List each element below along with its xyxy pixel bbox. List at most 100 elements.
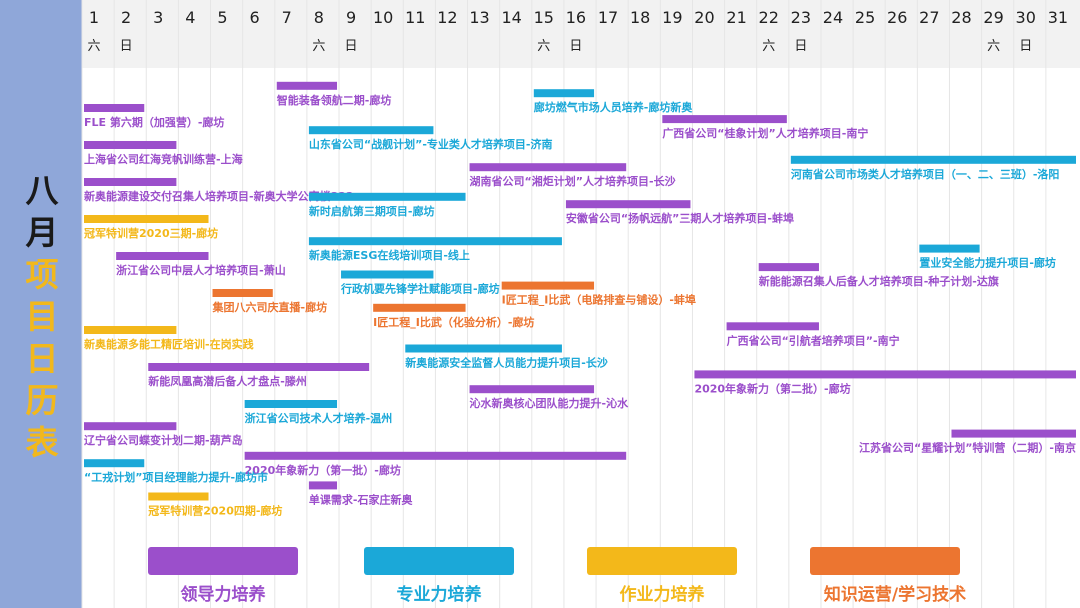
title-char: 月: [25, 213, 59, 252]
task-bar: [148, 492, 209, 501]
day-label: 24: [823, 8, 843, 27]
task-label: 冠军特训营2020四期-廊坊: [148, 504, 282, 518]
task-label: 安徽省公司“扬帆远航”三期人才培养项目-蚌埠: [566, 211, 794, 225]
header-band: [82, 0, 1080, 68]
weekday-label: 六: [537, 39, 550, 54]
task-bar: [84, 141, 177, 149]
task-label: 新能凤凰高潜后备人才盘点-滕州: [148, 374, 307, 388]
task-label: 2020年象新力（第二批）-廊坊: [694, 381, 850, 395]
day-label: 23: [791, 8, 811, 27]
day-label: 7: [282, 8, 292, 27]
weekday-label: 日: [569, 39, 582, 54]
task-label: 山东省公司“战舰计划”-专业类人才培养项目-济南: [309, 137, 553, 151]
title-char: 八: [25, 171, 59, 210]
task-label: 新奥能源多能工精匠培训-在岗实践: [84, 337, 254, 351]
task-bar: [919, 244, 980, 253]
task-bar: [790, 155, 1076, 164]
task-label: 广西省公司“桂象计划”人才培养项目-南宁: [662, 126, 868, 140]
title-char: 目: [25, 297, 59, 336]
task-bar: [276, 81, 338, 90]
day-label: 8: [314, 8, 324, 27]
day-label: 9: [346, 8, 356, 27]
task-bar: [84, 215, 209, 223]
title-char: 日: [25, 339, 59, 378]
day-label: 14: [501, 8, 521, 27]
day-label: 5: [217, 8, 227, 27]
page-title: 八 月 项 目 日 历 表: [22, 170, 62, 464]
day-label: 12: [437, 8, 457, 27]
legend-swatch-leadership: [148, 547, 298, 575]
task-bar: [244, 400, 338, 408]
task-bar: [694, 370, 1076, 379]
day-label: 20: [694, 8, 714, 27]
task-label: 新奥能源ESG在线培训项目-线上: [309, 248, 470, 262]
legend-swatch-knowledge: [810, 547, 960, 575]
task-label: FLE 第六期（加强营）-廊坊: [84, 115, 224, 129]
day-label: 1: [89, 8, 99, 27]
day-label: 11: [405, 8, 425, 27]
weekday-label: 六: [762, 39, 775, 54]
task-label: 新能能源召集人后备人才培养项目-种子计划-达旗: [759, 274, 999, 288]
day-label: 19: [662, 8, 682, 27]
title-char: 项: [25, 255, 59, 294]
task-label: 行政机要先锋学社赋能项目-廊坊: [340, 282, 500, 296]
task-label: 沁水新奥核心团队能力提升-沁水: [470, 396, 630, 410]
legend-label: 领导力培养: [180, 585, 266, 605]
task-bar: [308, 192, 466, 201]
day-label: 16: [566, 8, 586, 27]
day-label: 4: [185, 8, 195, 27]
task-label: 辽宁省公司蝶变计划二期-葫芦岛: [84, 433, 243, 447]
task-label: 广西省公司“引航者培养项目”-南宁: [727, 333, 900, 347]
task-bar: [84, 104, 145, 112]
task-bar: [84, 178, 177, 186]
task-bar: [501, 281, 595, 290]
legend-label: 作业力培养: [619, 585, 705, 605]
task-label: 置业安全能力提升项目-廊坊: [919, 256, 1056, 270]
day-label: 30: [1016, 8, 1036, 27]
task-bar: [951, 429, 1076, 438]
task-label: 新时启航第三期项目-廊坊: [309, 204, 435, 218]
task-bar: [405, 344, 562, 353]
task-label: 新奥能源安全监督人员能力提升项目-长沙: [405, 356, 608, 370]
task-bar: [116, 252, 209, 260]
task-bar: [84, 326, 177, 334]
task-label: 湖南省公司“湘炬计划”人才培养项目-长沙: [470, 174, 676, 188]
task-label: 河南省公司市场类人才培养项目（一、二、三班）-洛阳: [791, 167, 1060, 181]
title-char: 表: [25, 423, 59, 462]
weekday-label: 六: [312, 39, 325, 54]
task-label: 浙江省公司技术人才培养-温州: [245, 411, 393, 425]
task-label: 2020年象新力（第一批）-廊坊: [245, 463, 401, 477]
task-bar: [212, 289, 273, 297]
task-label: 新奥能源建设交付召集人培养项目-新奥大学公寓楼322: [84, 189, 354, 203]
legend-swatch-professional: [364, 547, 514, 575]
task-label: I匠工程_I比武（化验分析）-廊坊: [373, 315, 534, 329]
day-label: 28: [951, 8, 971, 27]
sidebar: [0, 0, 82, 608]
task-bar: [662, 115, 787, 124]
task-label: “工戎计划”项目经理能力提升-廊坊市: [84, 470, 268, 484]
day-label: 10: [373, 8, 393, 27]
day-label: 21: [726, 8, 746, 27]
task-bar: [84, 422, 177, 431]
day-label: 22: [759, 8, 779, 27]
day-label: 6: [250, 8, 260, 27]
day-label: 25: [855, 8, 875, 27]
task-bar: [758, 263, 819, 272]
task-bar: [726, 322, 819, 331]
task-bar: [469, 163, 627, 172]
task-label: 集团八六司庆直播-廊坊: [212, 300, 328, 314]
task-label: 冠军特训营2020三期-廊坊: [84, 226, 218, 240]
task-label: 智能装备领航二期-廊坊: [277, 93, 392, 107]
legend-label: 专业力培养: [396, 585, 482, 605]
task-label: 江苏省公司“星耀计划”特训营（二期）-南京: [859, 441, 1076, 455]
task-bar: [308, 481, 338, 490]
day-label: 26: [887, 8, 907, 27]
task-label: I匠工程_I比武（电路排查与铺设）-蚌埠: [502, 293, 696, 307]
day-label: 2: [121, 8, 131, 27]
weekday-label: 日: [1019, 39, 1032, 54]
day-label: 3: [153, 8, 163, 27]
task-label: 浙江省公司中层人才培养项目-萧山: [116, 263, 286, 277]
task-label: 单课需求-石家庄新奥: [309, 492, 414, 506]
day-label: 15: [534, 8, 554, 27]
legend-swatch-operations: [587, 547, 737, 575]
